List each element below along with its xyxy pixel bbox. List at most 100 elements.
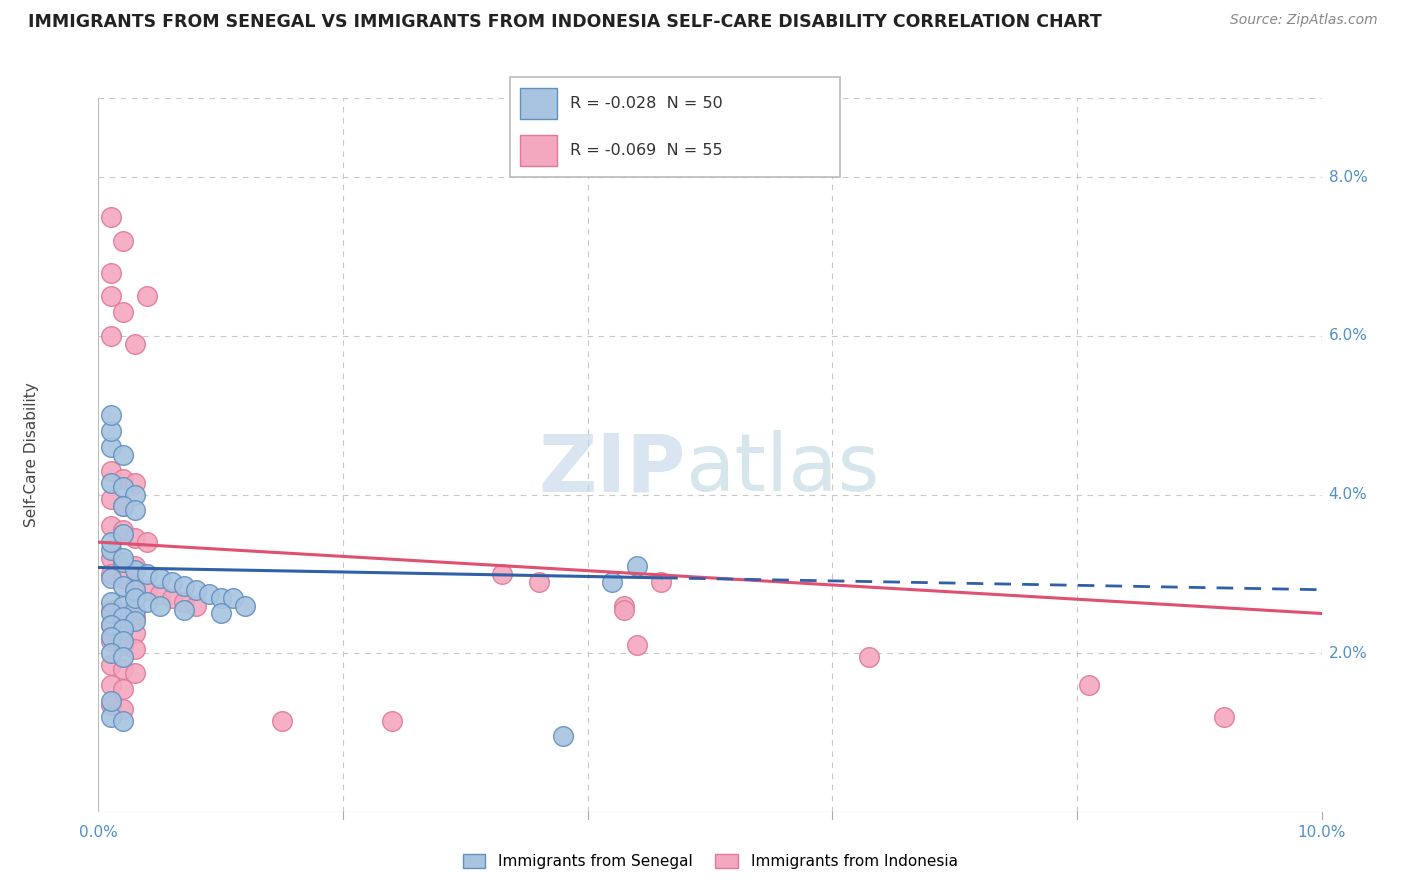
- Bar: [520, 136, 557, 166]
- Text: 2.0%: 2.0%: [1329, 646, 1368, 661]
- Point: [100, 440, 122, 454]
- Point: [100, 634, 122, 648]
- Point: [111, 523, 134, 537]
- Point: [100, 424, 122, 438]
- Point: [173, 602, 195, 616]
- Point: [527, 574, 550, 589]
- Point: [100, 535, 122, 549]
- Point: [209, 607, 232, 621]
- Point: [381, 714, 404, 728]
- Point: [124, 563, 146, 577]
- Point: [111, 555, 134, 569]
- Point: [111, 701, 134, 715]
- Point: [553, 730, 575, 744]
- Point: [100, 618, 122, 632]
- Point: [111, 472, 134, 486]
- Point: [136, 535, 159, 549]
- Point: [186, 582, 208, 597]
- Point: [100, 594, 122, 608]
- Point: [124, 642, 146, 657]
- Point: [100, 607, 122, 621]
- Point: [100, 678, 122, 692]
- Point: [111, 650, 134, 665]
- Point: [124, 615, 146, 629]
- Text: atlas: atlas: [686, 430, 880, 508]
- Point: [111, 480, 134, 494]
- Point: [124, 337, 146, 351]
- Point: [100, 618, 122, 632]
- Point: [111, 634, 134, 648]
- Point: [111, 607, 134, 621]
- Point: [136, 582, 159, 597]
- Point: [186, 599, 208, 613]
- Text: 0.0%: 0.0%: [79, 825, 118, 840]
- Point: [111, 599, 134, 613]
- Point: [173, 579, 195, 593]
- Point: [209, 591, 232, 605]
- Point: [111, 662, 134, 676]
- Point: [626, 638, 648, 652]
- Point: [124, 665, 146, 680]
- Point: [233, 599, 256, 613]
- Text: R = -0.069  N = 55: R = -0.069 N = 55: [571, 144, 723, 158]
- Point: [111, 500, 134, 514]
- Point: [100, 709, 122, 723]
- Point: [124, 487, 146, 501]
- Point: [270, 714, 292, 728]
- Point: [111, 610, 134, 624]
- Point: [124, 475, 146, 490]
- Point: [124, 591, 146, 605]
- Point: [111, 500, 134, 514]
- Point: [100, 694, 122, 708]
- Point: [100, 566, 122, 581]
- Point: [100, 519, 122, 533]
- Text: Source: ZipAtlas.com: Source: ZipAtlas.com: [1230, 13, 1378, 28]
- Point: [111, 234, 134, 248]
- Point: [100, 543, 122, 558]
- Point: [160, 574, 183, 589]
- Point: [222, 591, 245, 605]
- Point: [100, 266, 122, 280]
- Point: [124, 558, 146, 573]
- Point: [149, 599, 172, 613]
- Point: [173, 594, 195, 608]
- Point: [136, 594, 159, 608]
- Point: [111, 571, 134, 585]
- Text: R = -0.028  N = 50: R = -0.028 N = 50: [571, 96, 723, 111]
- Point: [111, 714, 134, 728]
- Point: [111, 527, 134, 541]
- Point: [100, 630, 122, 644]
- Text: 10.0%: 10.0%: [1298, 825, 1346, 840]
- Point: [111, 681, 134, 696]
- Point: [100, 571, 122, 585]
- Text: 4.0%: 4.0%: [1329, 487, 1368, 502]
- Point: [100, 289, 122, 303]
- Point: [100, 551, 122, 566]
- Point: [100, 409, 122, 423]
- Text: Self-Care Disability: Self-Care Disability: [24, 383, 38, 527]
- Text: 6.0%: 6.0%: [1329, 328, 1368, 343]
- Point: [100, 329, 122, 343]
- Point: [124, 626, 146, 640]
- Point: [100, 602, 122, 616]
- Point: [124, 531, 146, 545]
- Point: [124, 579, 146, 593]
- Bar: [520, 88, 557, 119]
- Point: [600, 574, 623, 589]
- Point: [100, 210, 122, 224]
- Point: [111, 579, 134, 593]
- Point: [149, 587, 172, 601]
- Point: [1078, 678, 1101, 692]
- Point: [100, 698, 122, 712]
- Point: [858, 650, 880, 665]
- Point: [650, 574, 672, 589]
- Point: [111, 638, 134, 652]
- Point: [111, 623, 134, 637]
- Point: [100, 658, 122, 673]
- Point: [626, 558, 648, 573]
- Point: [111, 551, 134, 566]
- Point: [136, 289, 159, 303]
- Point: [149, 571, 172, 585]
- Point: [124, 582, 146, 597]
- Point: [124, 610, 146, 624]
